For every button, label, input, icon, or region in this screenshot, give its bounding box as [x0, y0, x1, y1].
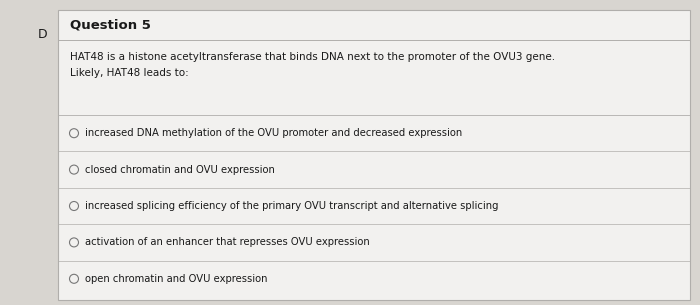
- Text: HAT48 is a histone acetyltransferase that binds DNA next to the promoter of the : HAT48 is a histone acetyltransferase tha…: [70, 52, 555, 62]
- Text: increased splicing efficiency of the primary OVU transcript and alternative spli: increased splicing efficiency of the pri…: [85, 201, 498, 211]
- Text: Question 5: Question 5: [70, 18, 151, 31]
- Text: activation of an enhancer that represses OVU expression: activation of an enhancer that represses…: [85, 237, 370, 247]
- Text: D: D: [38, 28, 48, 41]
- Text: Likely, HAT48 leads to:: Likely, HAT48 leads to:: [70, 68, 189, 78]
- Text: increased DNA methylation of the OVU promoter and decreased expression: increased DNA methylation of the OVU pro…: [85, 128, 462, 138]
- Text: open chromatin and OVU expression: open chromatin and OVU expression: [85, 274, 267, 284]
- Text: closed chromatin and OVU expression: closed chromatin and OVU expression: [85, 165, 275, 174]
